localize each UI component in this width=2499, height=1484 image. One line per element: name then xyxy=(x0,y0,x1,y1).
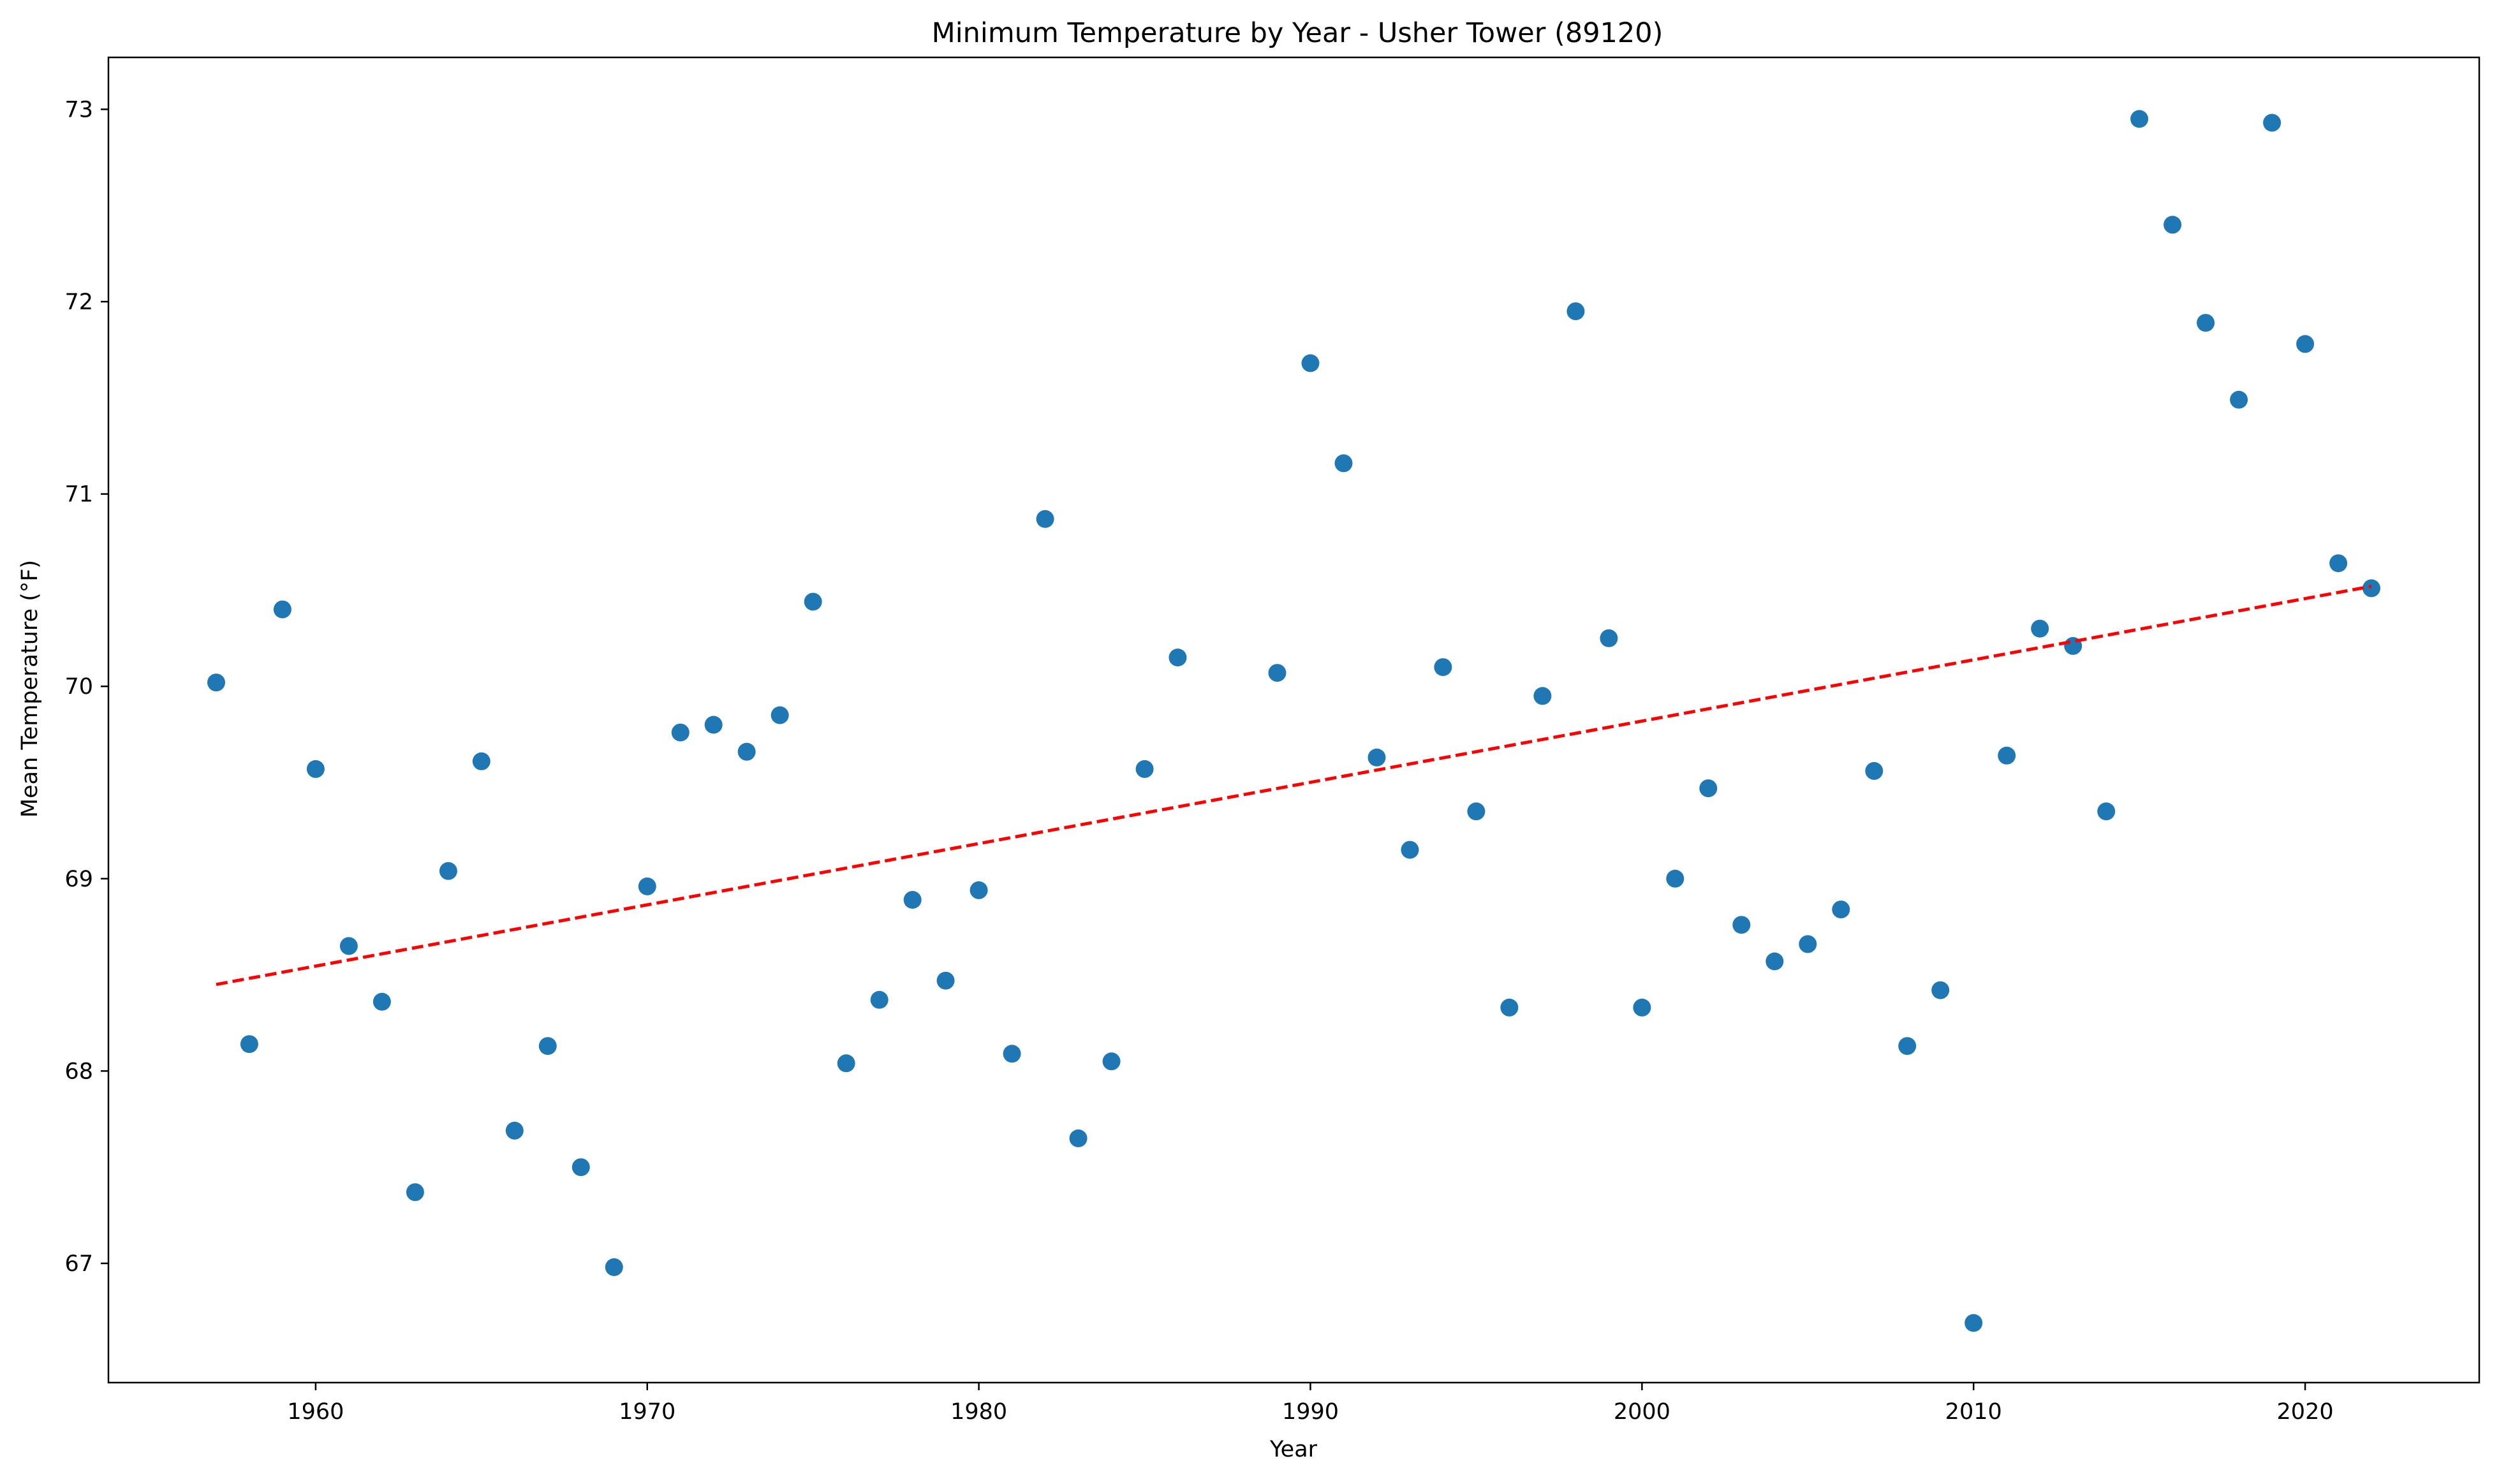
trend-line xyxy=(216,584,2372,987)
data-point-1968 xyxy=(571,1158,590,1177)
data-point-2019 xyxy=(2263,114,2282,132)
data-point-1958 xyxy=(240,1035,258,1054)
data-point-1971 xyxy=(671,723,689,742)
y-tick-label: 69 xyxy=(64,867,93,892)
x-tick-label: 2010 xyxy=(1945,1399,2002,1425)
data-point-2011 xyxy=(1998,746,2016,765)
data-point-1996 xyxy=(1500,998,1519,1017)
data-point-2002 xyxy=(1699,779,1718,798)
data-point-2003 xyxy=(1732,916,1751,934)
data-point-1965 xyxy=(472,752,490,770)
data-point-1974 xyxy=(770,706,789,724)
data-point-1980 xyxy=(969,881,988,899)
data-point-1990 xyxy=(1301,354,1320,372)
data-point-1973 xyxy=(737,742,756,761)
data-point-1984 xyxy=(1102,1052,1121,1071)
y-tick-label: 72 xyxy=(64,290,93,315)
x-tick-label: 1970 xyxy=(619,1399,675,1425)
data-point-1962 xyxy=(372,992,391,1011)
data-point-1981 xyxy=(1003,1045,1021,1063)
data-point-1978 xyxy=(903,891,922,909)
data-point-1983 xyxy=(1069,1129,1087,1147)
y-tick-label: 73 xyxy=(64,97,93,122)
data-point-1969 xyxy=(605,1258,623,1276)
data-point-1982 xyxy=(1036,510,1054,528)
data-point-2009 xyxy=(1931,981,1950,999)
data-point-2021 xyxy=(2329,554,2348,573)
data-point-2015 xyxy=(2130,110,2149,128)
data-point-1999 xyxy=(1600,629,1618,647)
x-axis: 1960 1970 1980 1990 2000 2010 2020 xyxy=(287,1383,2334,1425)
data-point-1998 xyxy=(1566,302,1585,321)
y-tick-label: 67 xyxy=(64,1251,93,1277)
y-tick-label: 71 xyxy=(64,482,93,508)
data-point-2000 xyxy=(1633,998,1651,1017)
x-tick-label: 1990 xyxy=(1282,1399,1339,1425)
data-point-2014 xyxy=(2097,802,2116,821)
data-point-2008 xyxy=(1898,1037,1917,1055)
data-point-2022 xyxy=(2363,579,2380,598)
x-tick-label: 1960 xyxy=(287,1399,344,1425)
data-point-1995 xyxy=(1467,802,1485,821)
data-point-2020 xyxy=(2296,335,2315,353)
data-point-1997 xyxy=(1533,687,1552,705)
data-point-1970 xyxy=(638,877,656,895)
x-axis-label: Year xyxy=(1269,1437,1318,1462)
data-point-2016 xyxy=(2164,216,2182,234)
data-point-2018 xyxy=(2230,390,2248,409)
data-point-2005 xyxy=(1799,935,1817,953)
data-point-1972 xyxy=(704,716,723,734)
data-point-1994 xyxy=(1434,658,1452,677)
data-point-2007 xyxy=(1865,761,1883,780)
data-point-1975 xyxy=(804,592,822,611)
x-tick-label: 1980 xyxy=(950,1399,1007,1425)
data-point-2012 xyxy=(2031,619,2049,638)
data-point-2004 xyxy=(1766,952,1784,971)
data-point-2017 xyxy=(2197,314,2215,332)
data-point-1986 xyxy=(1168,649,1187,666)
data-point-1957 xyxy=(207,673,225,692)
y-axis-label: Mean Temperature (°F) xyxy=(17,560,43,818)
data-point-1976 xyxy=(837,1054,855,1073)
x-tick-label: 2020 xyxy=(2277,1399,2334,1425)
data-point-1964 xyxy=(439,862,457,880)
data-point-1963 xyxy=(406,1183,424,1201)
data-point-1966 xyxy=(505,1121,524,1140)
data-point-2001 xyxy=(1666,869,1684,888)
data-point-1993 xyxy=(1401,841,1419,859)
data-point-1967 xyxy=(538,1037,557,1055)
data-point-1960 xyxy=(306,760,325,778)
data-point-1977 xyxy=(870,990,888,1009)
y-tick-label: 68 xyxy=(64,1059,93,1084)
data-point-1989 xyxy=(1268,664,1286,682)
x-tick-label: 2000 xyxy=(1614,1399,1670,1425)
data-point-2006 xyxy=(1832,900,1850,919)
data-point-2010 xyxy=(1965,1314,1983,1332)
plot-frame xyxy=(107,56,2481,1384)
y-axis: 67 68 69 70 71 72 73 xyxy=(64,97,108,1277)
chart-title: Minimum Temperature by Year - Usher Towe… xyxy=(932,17,1663,49)
data-point-1985 xyxy=(1135,760,1154,778)
data-point-1959 xyxy=(273,600,291,619)
y-tick-label: 70 xyxy=(64,674,93,700)
plot-area xyxy=(207,110,2380,1332)
data-point-1961 xyxy=(339,937,358,955)
data-point-1979 xyxy=(936,971,955,990)
data-point-1992 xyxy=(1367,748,1386,767)
data-point-1991 xyxy=(1334,454,1353,473)
